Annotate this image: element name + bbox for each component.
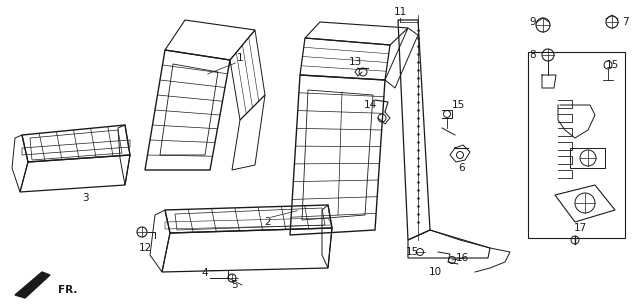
Text: 13: 13 — [348, 57, 362, 67]
Text: 12: 12 — [138, 243, 152, 253]
Text: 7: 7 — [621, 17, 628, 27]
Text: 14: 14 — [364, 100, 376, 110]
Text: 5: 5 — [232, 280, 238, 290]
Polygon shape — [15, 272, 50, 298]
Text: 9: 9 — [530, 17, 536, 27]
Text: 11: 11 — [394, 7, 406, 17]
Text: 8: 8 — [530, 50, 536, 60]
Text: 2: 2 — [265, 217, 271, 227]
Text: 10: 10 — [428, 267, 442, 277]
Text: 15: 15 — [405, 247, 419, 257]
Text: 1: 1 — [237, 53, 243, 63]
Text: 6: 6 — [459, 163, 465, 173]
Text: 15: 15 — [451, 100, 465, 110]
Text: 16: 16 — [456, 253, 468, 263]
Text: 4: 4 — [202, 268, 208, 278]
Text: 17: 17 — [573, 223, 587, 233]
Text: 3: 3 — [82, 193, 88, 203]
Text: 15: 15 — [605, 60, 619, 70]
Text: FR.: FR. — [58, 285, 77, 295]
